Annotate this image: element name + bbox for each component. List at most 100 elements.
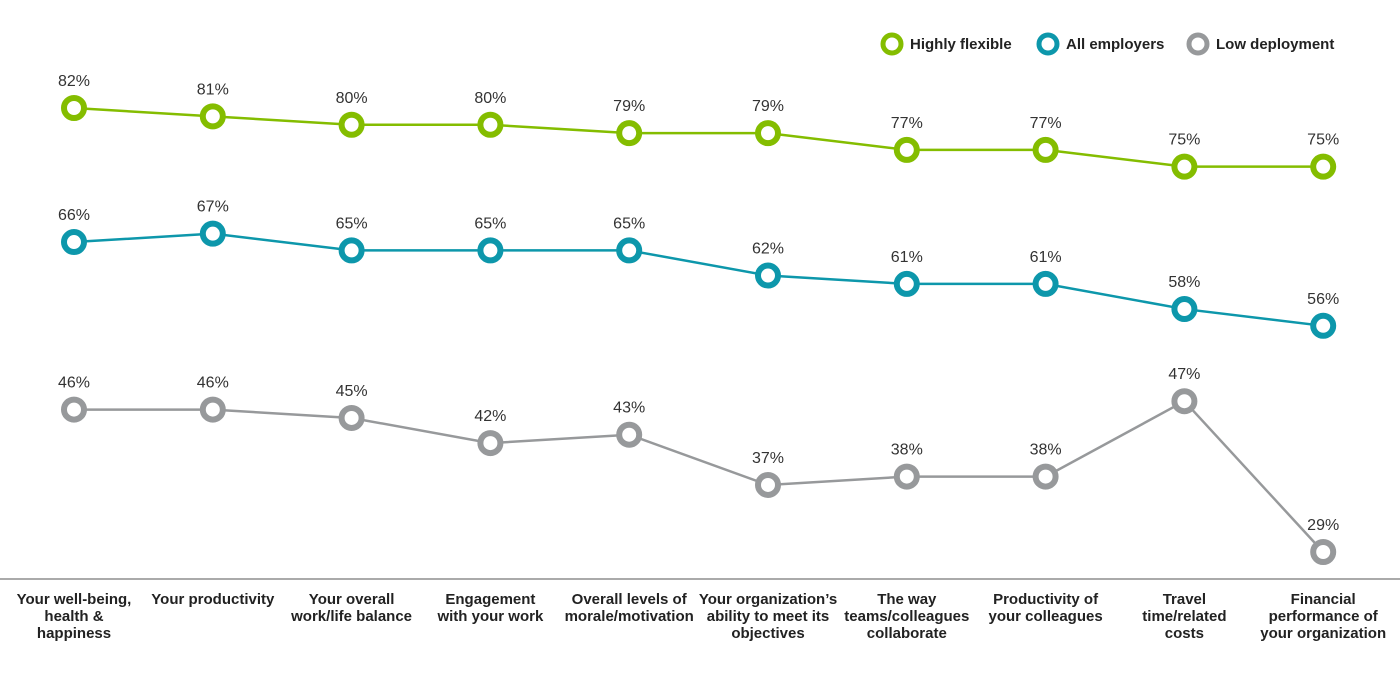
series-line-all-employers	[73, 232, 1324, 328]
category-labels: Your well-being, health & happiness Your pr…	[17, 591, 1386, 642]
data-point-highly-flexible	[477, 111, 504, 138]
data-label-low-deployment: 47%	[1168, 366, 1200, 383]
x-tick-label: Your productivity	[151, 591, 275, 608]
data-label-low-deployment: 42%	[474, 408, 506, 425]
data-label-low-deployment: 46%	[197, 375, 229, 392]
x-tick-label-line: Your well-being,	[17, 591, 132, 608]
series-line-low-deployment	[74, 399, 1325, 553]
x-tick-label: Productivity of your colleagues	[988, 591, 1102, 625]
data-label-highly-flexible: 81%	[197, 81, 229, 98]
x-tick-label-line: costs	[1165, 625, 1204, 642]
data-label-low-deployment: 38%	[1030, 442, 1062, 459]
series-layer: 82% 81% 80% 80% 79% 79%77% 77%75% 75%66% 67%65% 6…	[58, 73, 1339, 565]
x-tick-label-line: Your organization’s	[699, 591, 837, 608]
data-label-low-deployment: 43%	[613, 400, 645, 417]
data-label-all-employers: 67%	[197, 199, 229, 216]
data-point-all-employers	[893, 270, 920, 297]
data-point-highly-flexible	[338, 111, 365, 138]
data-label-highly-flexible: 75%	[1307, 132, 1339, 149]
x-tick-label: Your overall work/life balance	[290, 591, 412, 625]
data-label-low-deployment: 46%	[58, 375, 90, 392]
data-label-highly-flexible: 77%	[1030, 115, 1062, 132]
data-label-all-employers: 65%	[474, 215, 506, 232]
data-label-all-employers: 61%	[891, 249, 923, 266]
data-point-low-deployment	[1310, 539, 1337, 565]
data-label-highly-flexible: 80%	[336, 90, 368, 107]
legend: Highly flexible All employers Low deployme…	[880, 32, 1334, 56]
x-tick-label-line: The way	[877, 591, 937, 608]
x-tick-label-line: objectives	[731, 625, 804, 642]
x-tick-label-line: teams/colleagues	[844, 608, 969, 625]
data-label-all-employers: 66%	[58, 207, 90, 224]
legend-item-all-employers: All employers	[1036, 32, 1164, 56]
data-label-highly-flexible: 79%	[752, 98, 784, 115]
series-line-highly-flexible	[73, 106, 1324, 168]
x-tick-label-line: happiness	[37, 625, 111, 642]
data-point-low-deployment	[616, 421, 643, 448]
data-point-low-deployment	[1171, 388, 1198, 415]
x-tick-label: Engagement with your work	[436, 591, 544, 625]
x-tick-label-line: Financial	[1291, 591, 1356, 608]
x-tick-label-line: health &	[44, 608, 103, 625]
x-tick-label-line: Your productivity	[151, 591, 275, 608]
data-point-low-deployment	[199, 396, 226, 423]
data-point-highly-flexible	[1032, 136, 1059, 163]
data-label-highly-flexible: 77%	[891, 115, 923, 132]
x-tick-label-line: Your overall	[309, 591, 395, 608]
data-point-all-employers	[1171, 296, 1198, 323]
data-label-low-deployment: 45%	[336, 383, 368, 400]
data-point-low-deployment	[477, 430, 504, 457]
x-tick-label: The way teams/colleagues collaborate	[844, 591, 969, 642]
legend-label: Highly flexible	[910, 36, 1012, 53]
x-tick-label: Your well-being, health & happiness	[17, 591, 132, 642]
legend-item-low-deployment: Low deployment	[1186, 32, 1334, 56]
x-tick-label-line: morale/motivation	[565, 608, 694, 625]
x-tick-label-line: time/related	[1142, 608, 1226, 625]
legend-marker	[1186, 32, 1210, 56]
legend-item-highly-flexible: Highly flexible	[880, 32, 1012, 56]
data-point-all-employers	[338, 237, 365, 264]
x-tick-label-line: Productivity of	[993, 591, 1099, 608]
legend-label: Low deployment	[1216, 36, 1334, 53]
series-low-deployment: 46% 46% 45% 42% 43% 37% 38% 38% 47% 29%	[58, 366, 1339, 565]
data-label-highly-flexible: 80%	[474, 90, 506, 107]
data-point-low-deployment	[755, 471, 781, 498]
data-point-highly-flexible	[755, 120, 781, 147]
data-point-highly-flexible	[61, 95, 87, 121]
legend-marker	[1036, 32, 1060, 56]
data-point-low-deployment	[893, 463, 920, 490]
data-point-all-employers	[61, 229, 87, 256]
x-tick-label-line: Overall levels of	[572, 591, 688, 608]
x-tick-label-line: collaborate	[867, 625, 947, 642]
data-point-highly-flexible	[1310, 153, 1337, 180]
x-tick-label: Travel time/related costs	[1142, 591, 1226, 642]
data-label-highly-flexible: 79%	[613, 98, 645, 115]
data-point-low-deployment	[61, 396, 87, 423]
data-label-low-deployment: 37%	[752, 450, 784, 467]
data-label-all-employers: 58%	[1168, 274, 1200, 291]
x-tick-label-line: performance of	[1269, 608, 1379, 625]
data-point-all-employers	[755, 262, 781, 289]
x-tick-label: Overall levels of morale/motivation	[565, 591, 694, 625]
data-point-all-employers	[199, 220, 226, 247]
data-point-highly-flexible	[199, 103, 226, 130]
data-label-low-deployment: 38%	[891, 442, 923, 459]
data-point-highly-flexible	[1171, 153, 1198, 180]
data-label-highly-flexible: 82%	[58, 73, 90, 90]
legend-label: All employers	[1066, 36, 1164, 53]
x-tick-label-line: Engagement	[445, 591, 535, 608]
data-label-all-employers: 65%	[336, 215, 368, 232]
x-tick-label-line: your colleagues	[988, 608, 1102, 625]
data-point-low-deployment	[1032, 463, 1059, 490]
data-point-all-employers	[1310, 312, 1337, 339]
data-label-all-employers: 56%	[1307, 291, 1339, 308]
data-label-all-employers: 62%	[752, 241, 784, 258]
data-label-all-employers: 61%	[1030, 249, 1062, 266]
x-tick-label-line: work/life balance	[290, 608, 412, 625]
data-label-all-employers: 65%	[613, 215, 645, 232]
x-tick-label-line: ability to meet its	[707, 608, 830, 625]
data-point-highly-flexible	[893, 136, 920, 163]
data-point-all-employers	[616, 237, 643, 264]
x-tick-label-line: Travel	[1163, 591, 1206, 608]
